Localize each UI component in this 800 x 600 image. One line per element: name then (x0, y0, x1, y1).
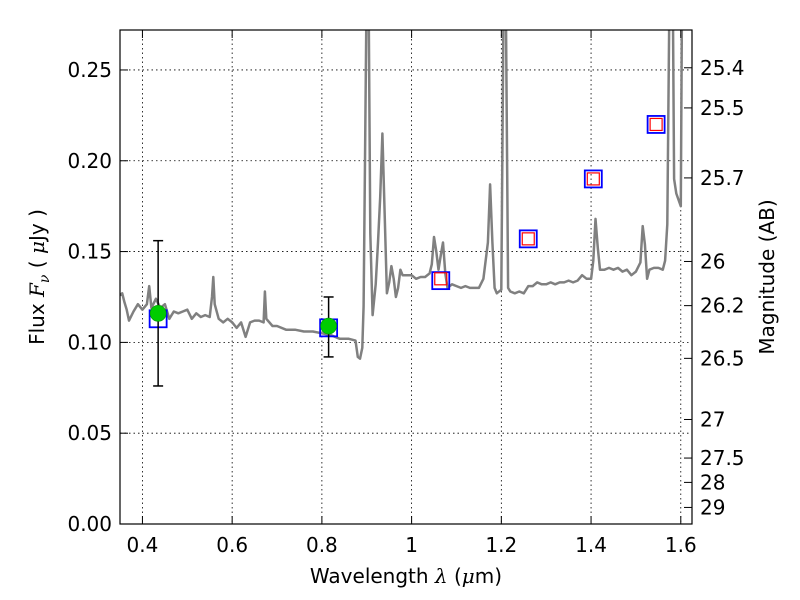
right-tick-label: 25.5 (700, 96, 745, 120)
x-tick-label: 1.6 (665, 533, 697, 557)
right-tick-label: 26.5 (700, 346, 745, 370)
right-tick-label: 28 (700, 470, 725, 494)
observed-limit-box (434, 272, 448, 286)
x-tick-label: 0.6 (216, 533, 248, 557)
right-tick-label: 26.2 (700, 294, 745, 318)
right-tick-label: 27.5 (700, 446, 745, 470)
detection-point (149, 305, 167, 322)
detection-point (320, 317, 337, 335)
spectrum-line (120, 30, 684, 360)
model-flux-box (583, 169, 603, 189)
plot-area (120, 30, 684, 387)
y-tick-label: 0.05 (67, 421, 112, 445)
y-tick-label: 0.10 (67, 330, 112, 354)
right-axis-title: Magnitude (AB) (755, 199, 779, 354)
model-flux-box (431, 271, 451, 291)
right-tick-label: 26 (700, 249, 725, 273)
observed-limit-box (649, 117, 663, 132)
x-tick-label: 1.4 (575, 533, 607, 557)
y-tick-label: 0.00 (67, 512, 112, 536)
right-tick-label: 27 (700, 407, 725, 431)
y-tick-label: 0.20 (67, 149, 112, 173)
model-flux-box (518, 229, 538, 249)
right-tick-label: 25.4 (700, 56, 745, 80)
observed-limit-box (586, 172, 600, 186)
right-tick-label: 29 (700, 495, 725, 519)
y-tick-label: 0.25 (67, 58, 112, 82)
y-tick-label: 0.15 (67, 240, 112, 264)
axis-ticks: 0.4 0.6 0.8 1 1.2 1.4 1.6 0.00 0.05 0.10 0.15 0.20 0… (67, 30, 745, 557)
grid-lines (120, 30, 692, 525)
observed-limit-box (521, 232, 535, 246)
y-axis-title: Flux Fν ( μJy ) (25, 209, 53, 345)
x-tick-label: 0.4 (127, 533, 159, 557)
x-tick-label: 1.2 (485, 533, 517, 557)
plot-frame (119, 29, 693, 525)
right-tick-label: 25.7 (700, 166, 745, 190)
model-flux-box (646, 115, 666, 134)
x-tick-label: 1 (405, 533, 418, 557)
x-axis-title: Wavelength λ (μm) (310, 564, 502, 588)
x-tick-label: 0.8 (306, 533, 338, 557)
